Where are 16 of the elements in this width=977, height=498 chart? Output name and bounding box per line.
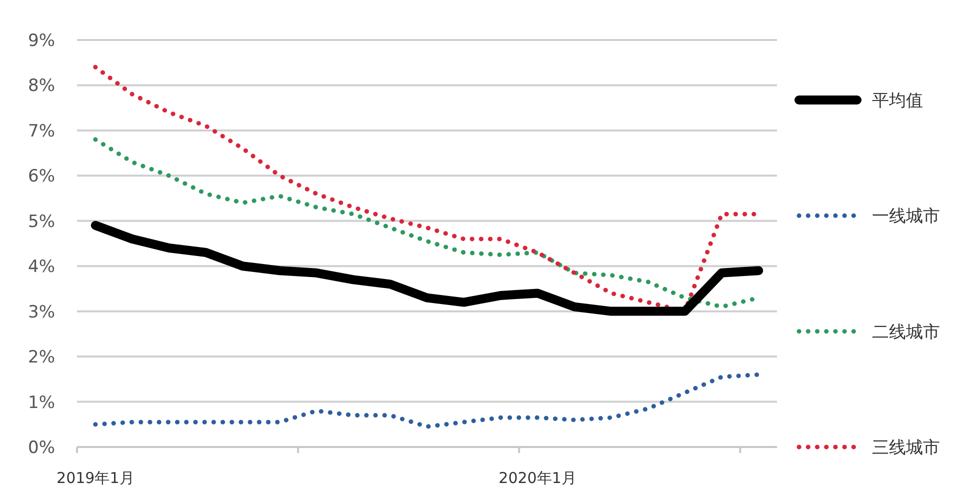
y-tick-label: 4% bbox=[28, 257, 55, 278]
legend-label: 平均值 bbox=[872, 91, 923, 111]
legend-label: 二线城市 bbox=[872, 322, 940, 342]
y-tick-label: 7% bbox=[28, 121, 55, 142]
y-tick-label: 1% bbox=[28, 392, 55, 413]
legend-label: 一线城市 bbox=[872, 206, 940, 227]
y-tick-label: 5% bbox=[28, 212, 55, 232]
legend-label: 三线城市 bbox=[872, 438, 940, 458]
y-tick-label: 6% bbox=[28, 166, 55, 187]
y-tick-label: 8% bbox=[28, 76, 55, 96]
y-tick-label: 9% bbox=[28, 31, 55, 51]
y-tick-label: 2% bbox=[28, 348, 55, 368]
y-tick-label: 0% bbox=[28, 438, 55, 458]
y-tick-label: 3% bbox=[28, 302, 55, 322]
x-tick-label: 2020年1月 bbox=[498, 469, 576, 487]
x-tick-label: 2019年1月 bbox=[56, 469, 134, 487]
